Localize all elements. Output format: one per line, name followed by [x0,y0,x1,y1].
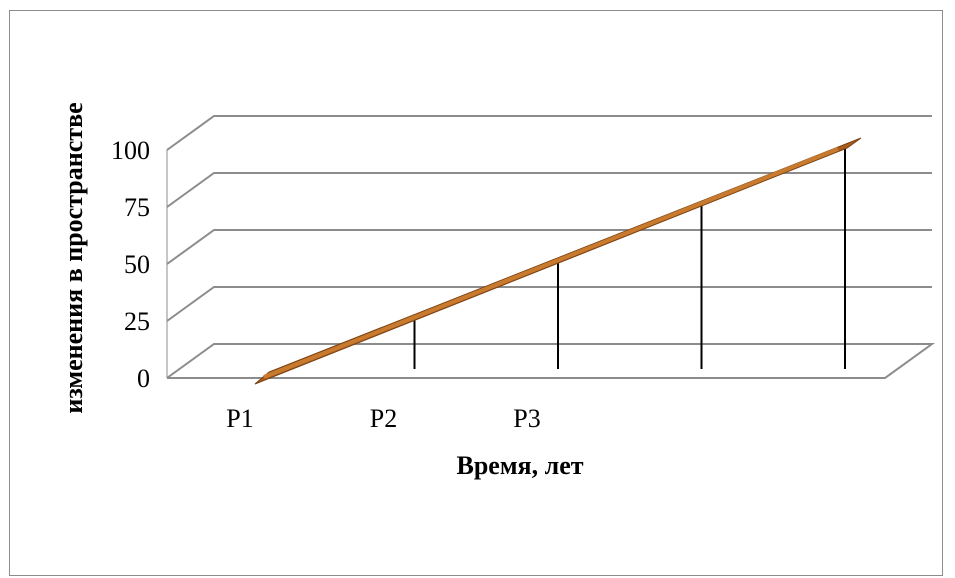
gridline [166,229,932,265]
y-tick-label: 0 [137,364,150,393]
y-axis-title: изменения в пространстве [59,102,88,413]
y-tick-label: 25 [124,307,150,336]
chart-series [254,137,862,385]
gridline [166,286,932,322]
y-tick-label: 50 [124,250,150,279]
y-tick-label: 75 [124,193,150,222]
x-tick-label: P2 [370,404,397,433]
chart-drop-lines [413,146,846,369]
x-tick-label: P1 [226,404,253,433]
x-axis-ticks: P1 P2 P3 [226,404,540,433]
gridline [166,172,932,208]
x-axis-title: Время, лет [456,451,583,480]
gridline-floor [166,343,936,379]
y-tick-label: 100 [111,136,150,165]
y-axis-ticks: 0 25 50 75 100 [111,136,150,393]
chart-gridlines [166,115,936,379]
x-tick-label: P3 [513,404,540,433]
gridline [166,115,932,151]
